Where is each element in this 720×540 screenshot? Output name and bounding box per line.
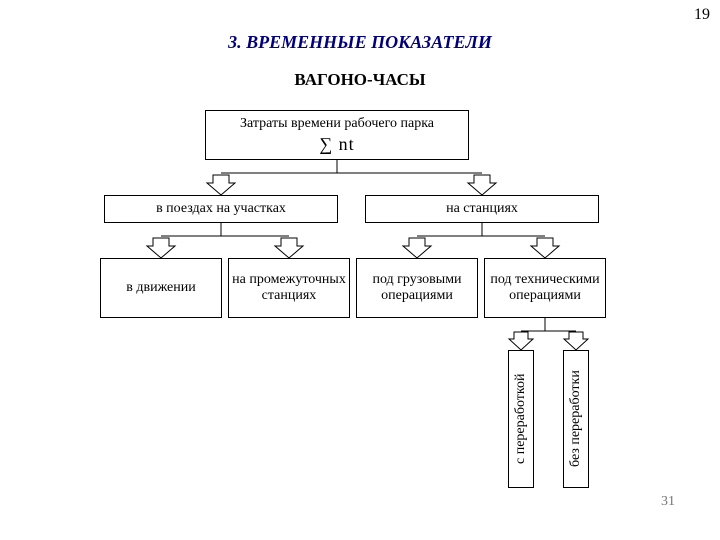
- node-trains-on-sections: в поездах на участках: [104, 195, 338, 223]
- section-title: 3. ВРЕМЕННЫЕ ПОКАЗАТЕЛИ: [0, 32, 720, 53]
- node-label: под грузовыми операциями: [359, 272, 475, 304]
- node-technical-operations: под техническими операциями: [484, 258, 606, 318]
- page-number-top: 19: [694, 6, 710, 24]
- node-cargo-operations: под грузовыми операциями: [356, 258, 478, 318]
- node-root-label: Затраты времени рабочего парка: [240, 116, 434, 132]
- page-number-bottom: 31: [661, 494, 675, 510]
- node-label: под техническими операциями: [487, 272, 603, 304]
- node-label: с переработкой: [513, 374, 529, 465]
- node-label: в поездах на участках: [156, 201, 286, 217]
- node-root-formula: ∑ nt: [319, 134, 354, 155]
- node-without-processing: без переработки: [563, 350, 589, 488]
- node-with-processing: с переработкой: [508, 350, 534, 488]
- node-in-motion: в движении: [100, 258, 222, 318]
- section-subtitle: ВАГОНО-ЧАСЫ: [0, 70, 720, 90]
- node-intermediate-stations: на промежуточных станциях: [228, 258, 350, 318]
- node-at-stations: на станциях: [365, 195, 599, 223]
- node-label: в движении: [126, 280, 196, 296]
- node-label: на станциях: [446, 201, 518, 217]
- node-label: на промежуточных станциях: [231, 272, 347, 304]
- node-root: Затраты времени рабочего парка ∑ nt: [205, 110, 469, 160]
- node-label: без переработки: [568, 371, 584, 468]
